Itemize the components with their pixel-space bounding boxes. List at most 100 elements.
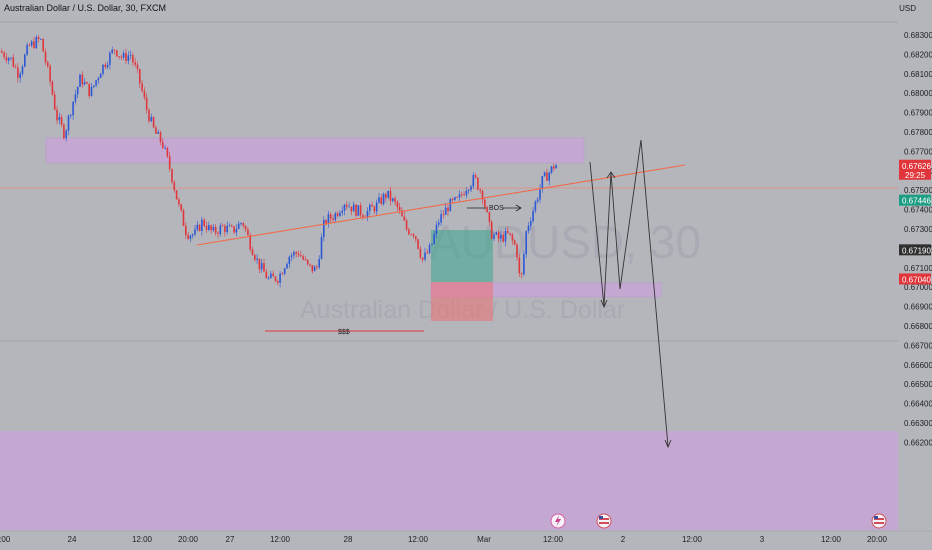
candle-body xyxy=(385,193,387,198)
candle-body xyxy=(83,82,86,85)
candle-body xyxy=(67,115,70,131)
candle-body xyxy=(295,252,297,254)
projection-path[interactable] xyxy=(589,139,669,447)
candle-body xyxy=(426,252,429,254)
candle-body xyxy=(51,81,54,95)
candle-body xyxy=(60,117,63,125)
candle-body xyxy=(166,147,169,157)
candle-body xyxy=(175,190,178,200)
time-tick-label: Mar xyxy=(477,535,491,544)
candle-body xyxy=(267,277,270,279)
candle-body xyxy=(277,281,279,283)
candle-body xyxy=(44,51,47,63)
candle-body xyxy=(408,229,410,235)
candle-body xyxy=(109,52,111,65)
candle-body xyxy=(336,213,339,216)
candle-body xyxy=(525,231,527,255)
target-zone[interactable] xyxy=(0,431,898,530)
long-position-stop-box[interactable] xyxy=(431,282,493,321)
price-tick-label: 0.68200 xyxy=(904,50,932,59)
candle-body xyxy=(240,223,242,224)
candle-body xyxy=(332,218,334,221)
candle-body xyxy=(520,273,523,275)
candle-body xyxy=(221,225,224,227)
candle-body xyxy=(14,66,17,68)
candle-body xyxy=(155,127,157,134)
candle-body xyxy=(442,214,445,216)
candle-body xyxy=(343,204,346,211)
candle-body xyxy=(419,248,422,258)
candle-body xyxy=(394,198,396,202)
candle-body xyxy=(235,228,238,233)
candle-body xyxy=(456,197,458,198)
candle-body xyxy=(387,190,389,198)
us-flag-icon[interactable] xyxy=(596,513,612,529)
bos-label: BOS xyxy=(489,205,504,212)
price-badge-label: 0.67040 xyxy=(902,275,931,284)
time-tick-label: 20:00 xyxy=(867,535,888,544)
candles xyxy=(1,34,557,288)
lightning-icon[interactable] xyxy=(550,513,566,529)
candle-body xyxy=(104,64,107,68)
bos-arrowhead xyxy=(515,204,522,212)
candle-body xyxy=(81,74,84,85)
time-tick-label: 12:00 xyxy=(682,535,703,544)
candle-body xyxy=(530,221,532,226)
candle-body xyxy=(546,172,548,181)
candle-body xyxy=(378,197,380,203)
candle-body xyxy=(433,234,435,244)
candle-body xyxy=(288,256,291,264)
candle-body xyxy=(26,44,28,55)
candle-body xyxy=(410,234,412,236)
candle-body xyxy=(113,49,116,51)
projection-arrow-2 xyxy=(606,171,616,179)
price-tick-label: 0.66800 xyxy=(904,322,932,331)
candle-body xyxy=(461,194,463,195)
candle-body xyxy=(127,55,130,62)
candle-body xyxy=(168,156,171,170)
time-tick-label: 3 xyxy=(760,535,765,544)
candle-body xyxy=(72,101,74,116)
candle-body xyxy=(293,252,295,256)
price-badge xyxy=(899,244,931,256)
candle-body xyxy=(249,235,251,250)
candle-body xyxy=(548,172,550,181)
candle-body xyxy=(346,204,348,207)
price-tick-label: 0.67800 xyxy=(904,128,932,137)
supply-zone[interactable] xyxy=(45,137,585,164)
candle-body xyxy=(300,255,302,257)
candle-body xyxy=(431,243,433,245)
candle-body xyxy=(309,263,311,266)
time-tick-label: 12:00 xyxy=(543,535,564,544)
candle-body xyxy=(37,37,40,39)
candle-body xyxy=(438,222,440,225)
candle-body xyxy=(534,201,537,211)
candle-body xyxy=(392,198,394,201)
candle-body xyxy=(125,52,127,62)
candle-body xyxy=(371,204,373,207)
us-flag-icon[interactable] xyxy=(871,513,887,529)
candle-body xyxy=(49,66,51,82)
candle-body xyxy=(47,62,49,67)
candle-body xyxy=(274,276,277,282)
candle-body xyxy=(217,232,219,235)
price-tick-label: 0.66400 xyxy=(904,400,932,409)
candle-body xyxy=(495,232,498,235)
candle-body xyxy=(263,263,265,272)
candle-body xyxy=(484,199,486,207)
time-axis-ticks: 12:00 24 12:00 20:00 27 12:00 28 12:00 Mar 12:00 2… xyxy=(0,535,888,544)
long-position-profit-box[interactable] xyxy=(431,230,493,282)
candle-body xyxy=(463,194,465,196)
candle-body xyxy=(231,225,233,227)
candle-body xyxy=(380,197,383,204)
currency-unit-label: USD xyxy=(899,4,916,13)
candle-body xyxy=(477,177,479,190)
candle-body xyxy=(509,233,511,235)
candle-body xyxy=(316,266,318,268)
candle-body xyxy=(5,57,8,61)
candle-body xyxy=(233,226,235,233)
candle-body xyxy=(313,266,316,272)
trendline[interactable] xyxy=(196,164,686,246)
